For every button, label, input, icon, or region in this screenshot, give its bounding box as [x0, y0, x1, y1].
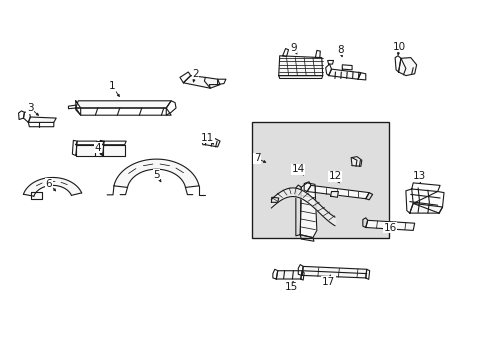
Text: 8: 8 [336, 45, 343, 55]
Polygon shape [306, 185, 368, 199]
Polygon shape [328, 69, 360, 79]
Text: 9: 9 [289, 42, 296, 53]
Text: 17: 17 [321, 276, 335, 287]
Polygon shape [205, 138, 220, 147]
Polygon shape [31, 192, 42, 199]
Polygon shape [300, 183, 316, 238]
Bar [251, 122, 388, 238]
Text: 10: 10 [392, 42, 405, 52]
Polygon shape [28, 117, 56, 122]
Polygon shape [330, 192, 338, 197]
Text: 4: 4 [94, 143, 101, 153]
Text: 12: 12 [327, 171, 341, 181]
Polygon shape [276, 271, 302, 279]
Text: 3: 3 [27, 103, 34, 113]
Text: 6: 6 [45, 179, 52, 189]
Polygon shape [76, 145, 95, 156]
Text: 5: 5 [153, 170, 160, 180]
Polygon shape [114, 159, 199, 188]
Polygon shape [271, 197, 278, 202]
Text: 1: 1 [109, 81, 116, 91]
Text: 15: 15 [284, 282, 297, 292]
Polygon shape [409, 203, 442, 213]
Polygon shape [398, 58, 416, 76]
Polygon shape [183, 76, 220, 88]
Text: 14: 14 [291, 164, 305, 174]
Text: 11: 11 [201, 132, 214, 143]
Polygon shape [365, 220, 414, 230]
Text: 16: 16 [383, 222, 396, 233]
Polygon shape [278, 56, 322, 76]
Polygon shape [76, 101, 171, 108]
Polygon shape [350, 157, 361, 166]
Polygon shape [302, 266, 366, 278]
Polygon shape [102, 145, 124, 156]
Text: 7: 7 [253, 153, 260, 163]
Text: 2: 2 [192, 69, 199, 79]
Text: 13: 13 [412, 171, 426, 181]
Polygon shape [23, 177, 81, 196]
